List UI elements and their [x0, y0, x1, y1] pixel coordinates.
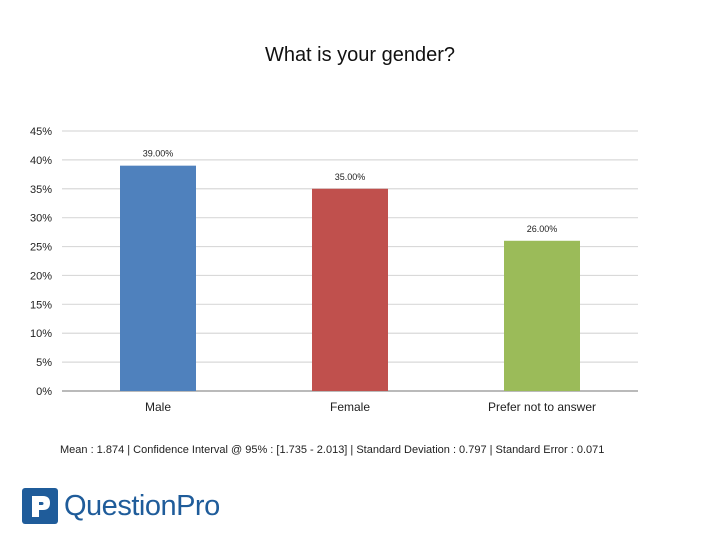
data-label: 35.00% [335, 172, 366, 182]
y-tick-label: 15% [30, 299, 52, 311]
summary-statistics: Mean : 1.874 | Confidence Interval @ 95%… [60, 444, 605, 456]
data-label: 39.00% [143, 149, 174, 159]
y-tick-label: 45% [30, 126, 52, 138]
bar [120, 165, 196, 391]
brand-name: QuestionPro [64, 489, 220, 522]
bar [504, 240, 580, 391]
bar [312, 188, 388, 391]
chart-title: What is your gender? [264, 44, 456, 66]
y-tick-label: 20% [30, 270, 52, 282]
y-tick-label: 30% [30, 213, 52, 225]
y-tick-label: 40% [30, 155, 52, 167]
x-category-label: Prefer not to answer [488, 400, 596, 414]
bar-chart: 0% 5% 10% 15% 20% 25% 30% 35% 40% 45% 39.00% Male 35… [30, 126, 638, 414]
x-category-label: Female [330, 400, 370, 414]
data-label: 26.00% [527, 224, 558, 234]
y-tick-label: 10% [30, 328, 52, 340]
y-tick-label: 35% [30, 184, 52, 196]
y-tick-label: 5% [36, 357, 52, 369]
y-tick-label: 25% [30, 242, 52, 254]
questionpro-logo-icon [22, 488, 58, 524]
y-tick-label: 0% [36, 386, 52, 398]
questionpro-logo: QuestionPro [22, 486, 220, 526]
x-category-label: Male [145, 400, 171, 414]
